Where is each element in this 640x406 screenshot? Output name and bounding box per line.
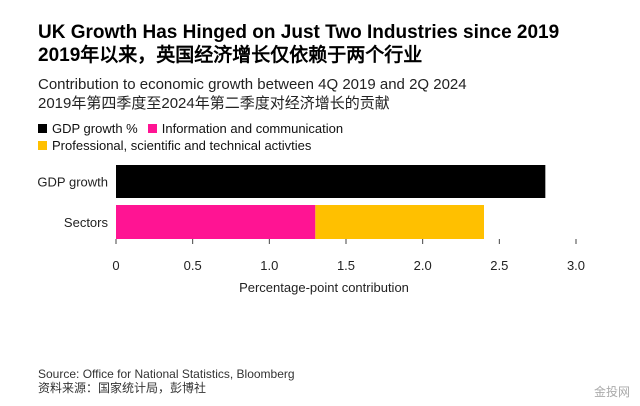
bar-chart: GDP growth Sectors 0 0.5 1.0 1.5 2.0 2.5 3.0 Perc… <box>37 165 585 295</box>
x-tick-label: 1.5 <box>337 258 355 273</box>
bar-segment <box>116 205 316 239</box>
legend-label-gdp: GDP growth % <box>52 120 138 136</box>
legend-label-info-comm: Information and communication <box>161 120 344 136</box>
bar-segment <box>315 205 484 239</box>
legend-row-2: Professional, scientific and technical a… <box>38 137 311 153</box>
category-label: Sectors <box>64 215 109 230</box>
legend-label-professional: Professional, scientific and technical a… <box>52 137 312 153</box>
x-axis-label: Percentage-point contribution <box>239 280 409 295</box>
watermark: 金投网 <box>593 385 630 399</box>
legend-swatch-professional <box>38 140 47 150</box>
x-tick-label: 0.5 <box>184 258 202 273</box>
x-tick-label: 2.5 <box>490 258 508 273</box>
legend-swatch-info-comm <box>147 123 157 133</box>
legend-swatch-gdp <box>38 123 47 133</box>
chart-subtitle-cn: 2019年第四季度至2024年第二季度对经济增长的贡献 <box>38 95 390 112</box>
source-en: Source: Office for National Statistics, … <box>38 367 295 381</box>
legend-row-1: GDP growth % Information and communicati… <box>38 120 343 136</box>
category-label: GDP growth <box>37 175 108 190</box>
chart-subtitle-en: Contribution to economic growth between … <box>38 76 467 93</box>
x-tick-label: 2.0 <box>414 258 432 273</box>
x-tick-label: 1.0 <box>260 258 278 273</box>
x-tick-label: 0 <box>112 258 119 273</box>
chart-title-cn: 2019年以来，英国经济增长仅依赖于两个行业 <box>38 45 423 66</box>
bar-segment <box>116 165 546 198</box>
chart-title-en: UK Growth Has Hinged on Just Two Industr… <box>38 22 560 43</box>
source-cn: 资料来源：国家统计局，彭博社 <box>38 381 207 395</box>
x-tick-label: 3.0 <box>567 258 585 273</box>
